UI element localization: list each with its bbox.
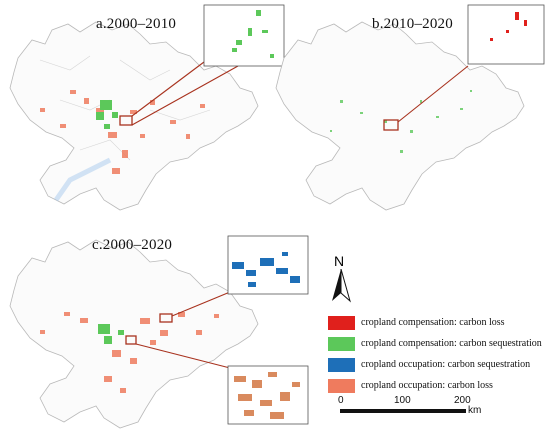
legend-swatch (328, 336, 355, 351)
scale-tick-100: 100 (394, 395, 411, 406)
panel-c-map (9, 235, 309, 429)
panel-b-map (275, 4, 545, 211)
panel-b-label: b.2010–2020 (372, 16, 453, 32)
legend-label: cropland compensation: carbon sequestrat… (361, 338, 542, 349)
legend-item-compensation-loss: cropland compensation: carbon loss (328, 312, 550, 333)
legend-label: cropland occupation: carbon loss (361, 380, 493, 391)
scale-unit: km (468, 405, 482, 416)
legend-item-compensation-sequestration: cropland compensation: carbon sequestrat… (328, 333, 550, 354)
north-arrow: N (330, 253, 352, 303)
legend-label: cropland occupation: carbon sequestratio… (361, 359, 531, 370)
legend-item-occupation-loss: cropland occupation: carbon loss (328, 375, 550, 396)
scale-tick-200: 200 (454, 395, 471, 406)
legend-label: cropland compensation: carbon loss (361, 317, 505, 328)
legend-swatch (328, 357, 355, 372)
scale-tick-0: 0 (338, 395, 344, 406)
panel-a-map (9, 4, 285, 211)
legend-item-occupation-sequestration: cropland occupation: carbon sequestratio… (328, 354, 550, 375)
legend-swatch (328, 378, 355, 393)
legend: cropland compensation: carbon loss cropl… (328, 312, 550, 396)
north-arrow-icon (332, 269, 351, 303)
scale-bar-graphic (340, 409, 466, 413)
scale-bar: 0 100 200 km (336, 395, 536, 425)
north-arrow-letter: N (334, 253, 345, 269)
legend-swatch (328, 315, 355, 330)
panel-c-label: c.2000–2020 (92, 237, 173, 253)
panel-a-label: a.2000–2010 (96, 16, 177, 32)
